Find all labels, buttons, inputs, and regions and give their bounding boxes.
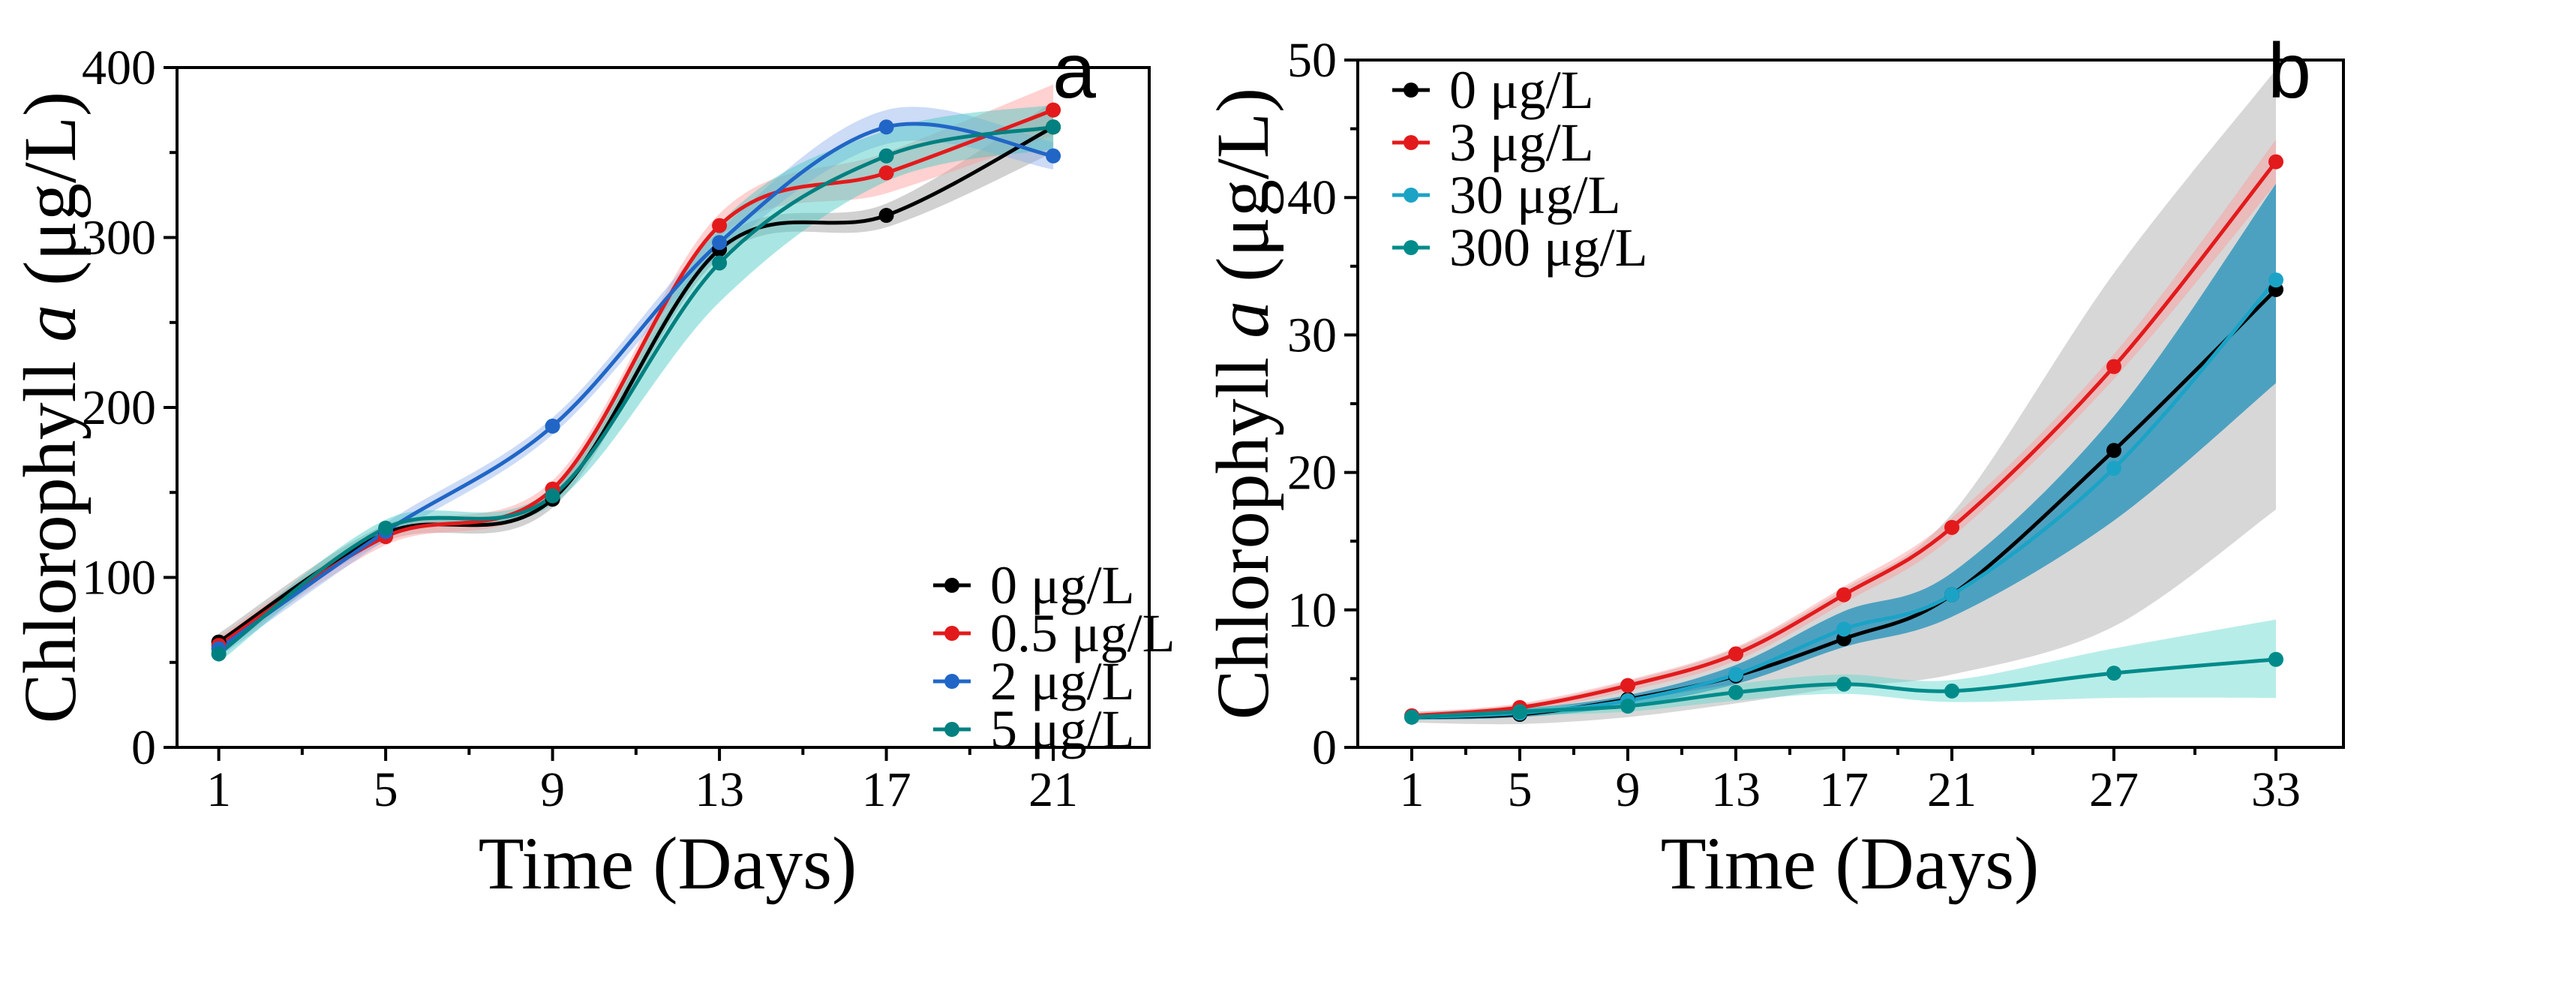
y-tick-label: 20: [1287, 446, 1337, 501]
data-point-b-2-6: [2106, 461, 2121, 476]
data-point-a-2-4: [878, 119, 894, 135]
x-tick-label: 17: [862, 762, 911, 817]
x-tick-label: 1: [1400, 762, 1425, 817]
x-tick-label: 21: [1927, 762, 1977, 817]
series-line-a-1: [218, 108, 1054, 648]
data-point-a-2-5: [1046, 148, 1061, 164]
data-point-b-3-0: [1404, 709, 1419, 725]
y-tick-label: 50: [1287, 33, 1337, 88]
legend-label: 300 μg/L: [1449, 218, 1648, 278]
y-tick-label: 100: [82, 551, 156, 606]
data-point-a-3-0: [211, 646, 227, 662]
legend-marker: [944, 674, 959, 689]
data-point-b-1-6: [2106, 359, 2121, 374]
band-b-2: [1412, 183, 2276, 720]
legend-label: 0 μg/L: [1449, 60, 1594, 120]
data-point-a-3-2: [545, 488, 560, 504]
y-tick-label: 0: [1312, 720, 1337, 775]
y-axis-title: Chlorophyll a (μg/L): [8, 92, 92, 723]
data-point-a-3-4: [878, 148, 894, 164]
data-point-b-3-2: [1620, 699, 1635, 714]
panel-a-legend: 0 μg/L0.5 μg/L2 μg/L5 μg/L: [933, 555, 1175, 759]
data-point-b-1-3: [1728, 646, 1743, 662]
data-point-b-3-3: [1728, 684, 1743, 700]
panel-b-bands: [1412, 69, 2276, 725]
y-axis-title: Chlorophyll a (μg/L): [1201, 88, 1284, 720]
panel-a-points: [211, 102, 1061, 662]
x-tick-label: 13: [695, 762, 744, 817]
x-tick-label: 5: [374, 762, 398, 817]
x-tick-label: 33: [2251, 762, 2301, 817]
y-tick-label: 40: [1287, 170, 1337, 225]
data-point-a-1-3: [712, 218, 728, 233]
data-point-a-1-5: [1046, 102, 1061, 118]
data-point-a-2-3: [712, 235, 728, 251]
panel-a-lines: [218, 108, 1055, 656]
panel-b-points: [1404, 154, 2283, 725]
data-point-a-3-3: [712, 255, 728, 271]
band-b-3: [1412, 619, 2276, 720]
legend-label: 2 μg/L: [990, 651, 1135, 711]
legend-label: 5 μg/L: [990, 699, 1135, 759]
legend-marker: [944, 578, 959, 593]
data-point-b-2-3: [1728, 666, 1743, 682]
data-point-b-2-5: [1944, 587, 1959, 603]
data-point-b-1-4: [1836, 587, 1851, 603]
band-b-0: [1412, 69, 2276, 725]
legend-label: 30 μg/L: [1449, 165, 1621, 225]
panel-b-label: b: [2268, 28, 2311, 115]
x-tick-label: 9: [540, 762, 565, 817]
panel-b-xlabel: Time (Days): [1661, 822, 2040, 905]
data-point-b-3-6: [2106, 666, 2121, 681]
x-tick-label: 9: [1616, 762, 1641, 817]
data-point-b-3-5: [1944, 683, 1959, 699]
x-tick-label: 27: [2089, 762, 2139, 817]
y-tick-label: 200: [82, 380, 156, 435]
y-tick-label: 0: [131, 720, 156, 775]
data-point-a-3-1: [378, 520, 394, 536]
data-point-b-0-6: [2106, 443, 2121, 458]
band-b-1: [1412, 140, 2276, 719]
y-tick-label: 300: [82, 211, 156, 266]
legend-label: 0 μg/L: [990, 555, 1135, 615]
legend-label: 3 μg/L: [1449, 113, 1594, 173]
series-line-a-2: [218, 122, 1054, 651]
legend-marker: [1404, 135, 1419, 150]
legend-label: 0.5 μg/L: [990, 603, 1175, 663]
data-point-b-3-1: [1512, 704, 1527, 720]
data-point-a-2-2: [545, 418, 560, 434]
series-line-a-3: [218, 125, 1054, 656]
panel-a-xlabel: Time (Days): [479, 822, 857, 905]
x-tick-label: 21: [1028, 762, 1078, 817]
legend-marker: [1404, 83, 1419, 98]
y-tick-label: 30: [1287, 308, 1337, 362]
legend-marker: [944, 626, 959, 641]
y-tick-label: 10: [1287, 583, 1337, 638]
legend-marker: [944, 722, 959, 737]
data-point-b-3-7: [2268, 651, 2283, 667]
x-tick-label: 13: [1711, 762, 1761, 817]
data-point-b-1-5: [1944, 519, 1959, 535]
x-tick-label: 5: [1508, 762, 1533, 817]
data-point-b-2-7: [2268, 272, 2283, 288]
panel-a-label: a: [1052, 28, 1096, 115]
data-point-a-3-5: [1046, 119, 1061, 135]
data-point-b-1-2: [1620, 678, 1635, 693]
data-point-b-2-4: [1836, 621, 1851, 637]
legend-marker: [1404, 188, 1419, 203]
y-tick-label: 400: [82, 41, 156, 95]
data-point-a-0-4: [878, 208, 894, 224]
data-point-b-3-4: [1836, 676, 1851, 692]
x-tick-label: 17: [1819, 762, 1869, 817]
data-point-a-1-4: [878, 165, 894, 181]
legend-marker: [1404, 240, 1419, 255]
x-tick-label: 1: [206, 762, 231, 817]
data-point-b-1-7: [2268, 154, 2283, 170]
